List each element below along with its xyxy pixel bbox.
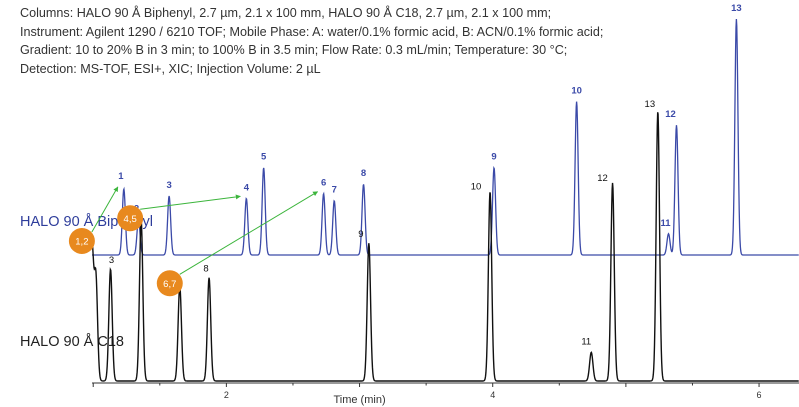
peak-marker-4-5: [117, 205, 144, 232]
correspondence-arrow-6-7: [179, 191, 319, 275]
correspondence-arrow-4-5: [140, 194, 241, 210]
biphenyl-peak-label-8: 8: [361, 168, 366, 179]
peak-marker-label-1-2: 1,2: [75, 236, 88, 247]
c18-peak-label-8: 8: [203, 264, 208, 275]
biphenyl-peak-label-11: 11: [660, 218, 671, 229]
biphenyl-peak-label-1: 1: [118, 171, 124, 182]
x-tick-label-2: 2: [224, 390, 229, 400]
time-axis: 2 4 6 Time (min): [92, 382, 799, 406]
c18-peak-label-3: 3: [109, 255, 114, 266]
biphenyl-peak-label-12: 12: [665, 109, 676, 120]
correspondence-arrow-1-2: [91, 186, 119, 233]
biphenyl-peak-label-10: 10: [571, 86, 582, 97]
biphenyl-peak-label-5: 5: [261, 152, 267, 163]
c18-peak-label-9: 9: [358, 229, 363, 240]
peak-correspondence-arrows: [91, 186, 319, 275]
c18-peak-label-13: 13: [645, 99, 656, 110]
biphenyl-peak-label-9: 9: [491, 152, 496, 163]
biphenyl-peak-label-3: 3: [166, 180, 171, 191]
x-axis-title: Time (min): [333, 394, 385, 406]
biphenyl-peak-label-13: 13: [731, 3, 742, 14]
x-tick-label-6: 6: [757, 390, 762, 400]
biphenyl-peak-label-4: 4: [244, 182, 250, 193]
c18-peak-label-11: 11: [581, 336, 591, 347]
x-tick-label-4: 4: [490, 390, 495, 400]
c18-peak-label-10: 10: [471, 182, 482, 193]
peak-marker-6-7: [156, 270, 183, 297]
peak-marker-label-4-5: 4,5: [124, 214, 137, 225]
c18-trace-line: [91, 112, 799, 382]
conditions-text: Columns: HALO 90 Å Biphenyl, 2.7 µm, 2.1…: [20, 6, 604, 76]
biphenyl-peak-label-7: 7: [332, 185, 337, 196]
c18-peak-label-12: 12: [597, 173, 608, 184]
biphenyl-peak-label-6: 6: [321, 178, 326, 189]
biphenyl-trace-line: [92, 18, 799, 256]
peak-marker-1-2: [68, 227, 95, 254]
biphenyl-trace-group: 12 3 4 5 67 8 9 10 11 12 13: [92, 3, 799, 256]
peak-marker-label-6-7: 6,7: [163, 279, 176, 290]
